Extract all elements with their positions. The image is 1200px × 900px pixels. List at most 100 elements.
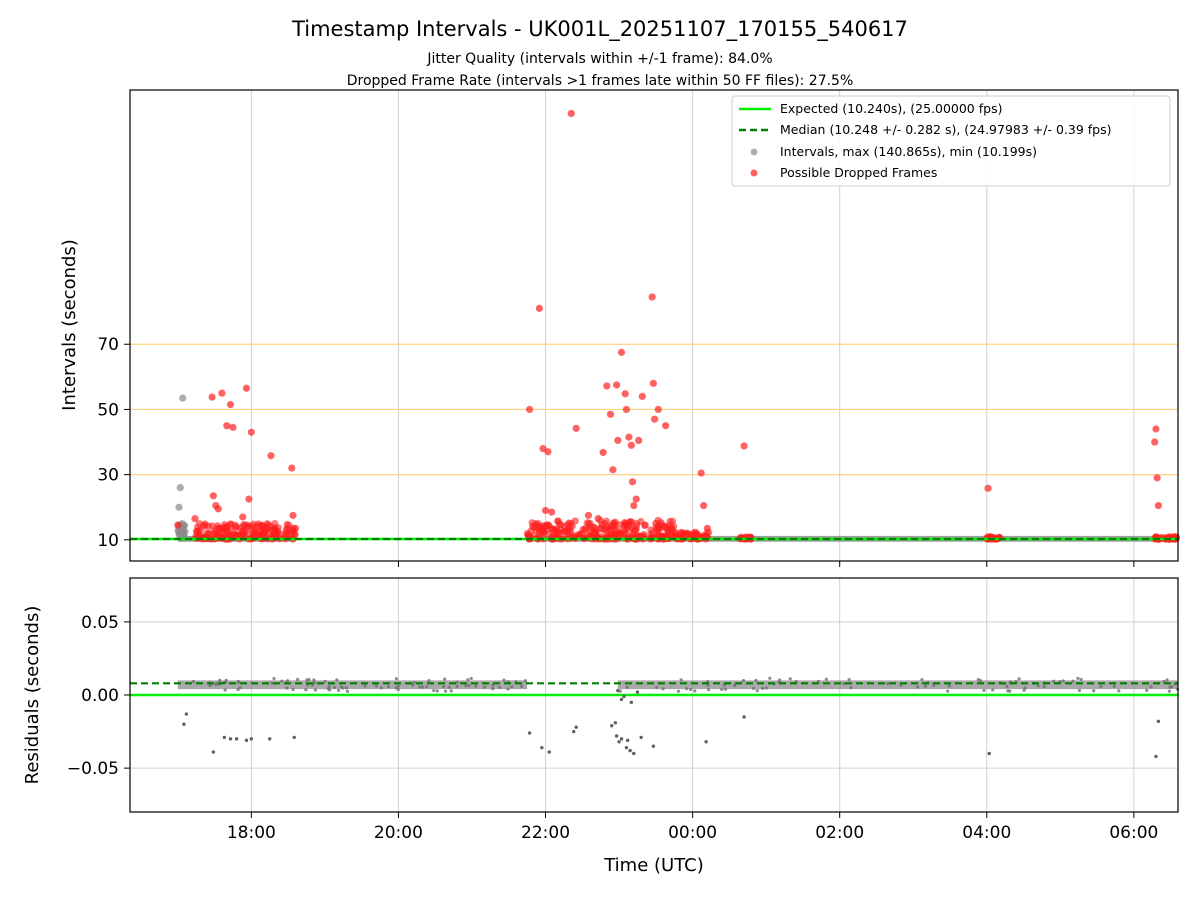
dropped-frame-point	[544, 448, 552, 456]
residual-point	[469, 676, 473, 681]
residual-outlier-point	[184, 712, 189, 716]
residual-point	[886, 682, 890, 686]
dropped-frame-point-dense	[288, 530, 296, 538]
residual-point	[1112, 684, 1116, 688]
residual-point	[312, 678, 316, 682]
dropped-frame-point-dense	[250, 529, 258, 537]
residual-point	[824, 677, 828, 681]
normal-intervals-series	[174, 394, 1178, 542]
residual-point	[768, 676, 772, 680]
dropped-frame-point	[247, 428, 255, 436]
residual-band	[177, 676, 1180, 693]
dropped-frame-point	[630, 501, 638, 510]
residual-outliers	[182, 688, 1161, 759]
dropped-frame-point-dense	[213, 530, 221, 538]
dropped-frame-point	[609, 466, 617, 474]
residual-point	[1042, 685, 1046, 689]
dropped-frame-point-dense	[630, 525, 638, 534]
dropped-frame-point-dense	[647, 526, 655, 534]
residual-outlier-point	[625, 738, 630, 743]
residual-point	[688, 687, 693, 692]
residual-point	[332, 685, 337, 690]
residual-outlier-point	[742, 715, 746, 719]
residual-point	[272, 677, 276, 681]
residual-outlier-point	[629, 700, 634, 705]
residual-point	[474, 684, 478, 688]
dropped-frame-point	[622, 405, 631, 414]
dropped-frame-point-dense	[551, 526, 559, 534]
dropped-frame-point	[648, 293, 656, 301]
residual-point	[849, 686, 853, 690]
dropped-frame-point	[548, 508, 556, 516]
dropped-frame-point	[649, 379, 657, 387]
dropped-frame-point-dense	[563, 529, 572, 537]
residual-point	[684, 686, 689, 691]
x-tick-label: 00:00	[668, 823, 717, 843]
dropped-frame-point-dense	[686, 531, 694, 539]
chart-subtitle-jitter: Jitter Quality (intervals within +/-1 fr…	[426, 51, 772, 67]
intervals-y-tick-label: 10	[97, 531, 119, 551]
residual-point	[720, 687, 724, 691]
residual-point	[676, 689, 681, 693]
residual-point	[523, 679, 527, 683]
residual-outlier-point	[614, 734, 619, 738]
dropped-frame-point	[621, 390, 629, 398]
dropped-frame-point	[668, 524, 676, 533]
residual-point	[449, 689, 453, 693]
residual-point	[982, 688, 986, 692]
residual-point	[191, 679, 195, 684]
dropped-frame-point	[209, 492, 217, 500]
residual-point	[394, 677, 398, 681]
dropped-frame-point	[535, 304, 543, 312]
residual-outlier-point	[613, 721, 618, 725]
residual-point	[1077, 688, 1082, 693]
residual-outlier-point	[234, 737, 239, 741]
residual-outlier-point	[574, 725, 578, 729]
residual-outlier-point	[624, 745, 629, 750]
residual-point	[396, 687, 400, 692]
residual-point	[751, 686, 756, 691]
dropped-frame-point-dense	[637, 517, 645, 526]
residual-point	[816, 679, 821, 683]
interval-point	[179, 530, 187, 538]
residuals-plot-frame	[129, 577, 1179, 813]
dropped-frame-point-dense	[231, 524, 240, 532]
residual-point	[754, 678, 758, 683]
dropped-frame-point	[1151, 438, 1159, 446]
residual-point	[483, 685, 487, 689]
residual-outlier-point	[616, 688, 620, 693]
dropped-frame-point-dense	[540, 528, 548, 536]
residual-point	[1052, 679, 1056, 683]
dropped-frame-point-dense	[622, 530, 630, 538]
intervals-y-tick-label: 50	[97, 400, 119, 420]
dropped-frame-point-dense	[591, 529, 599, 537]
residual-outlier-point	[987, 751, 991, 756]
dropped-frame-point-dense	[238, 527, 247, 535]
residual-outlier-point	[249, 737, 254, 741]
dropped-frame-point-dense	[620, 519, 629, 527]
dropped-frame-point	[218, 389, 226, 397]
residual-point	[920, 677, 924, 682]
dropped-frame-point-dense	[267, 523, 275, 531]
residual-outlier-point	[619, 737, 624, 741]
dropped-frame-point-dense	[583, 519, 591, 527]
dropped-frame-point	[291, 524, 300, 533]
residual-point	[625, 685, 629, 689]
residual-point	[441, 685, 446, 689]
residual-point	[412, 680, 416, 685]
residual-point	[755, 688, 759, 693]
residuals-panel: 18:00 20:00 22:00 00:00 02:00 04:00 06:00 0.05 0…	[22, 577, 1180, 843]
dropped-frame-point	[700, 501, 708, 510]
residual-point	[1117, 689, 1121, 693]
dense-dropped-frames	[192, 516, 1181, 543]
dropped-frame-point	[613, 381, 621, 389]
dropped-frame-point-dense	[554, 517, 562, 525]
dropped-frame-point	[635, 436, 643, 444]
dropped-frame-point	[599, 448, 607, 457]
dropped-frame-point	[652, 519, 660, 528]
dropped-frame-point	[174, 521, 182, 529]
intervals-panel: 10 30 50 70 Intervals (seconds) Expected (1…	[59, 89, 1181, 567]
residual-point	[223, 688, 227, 692]
residual-point	[1036, 684, 1040, 688]
residual-point	[491, 683, 495, 687]
